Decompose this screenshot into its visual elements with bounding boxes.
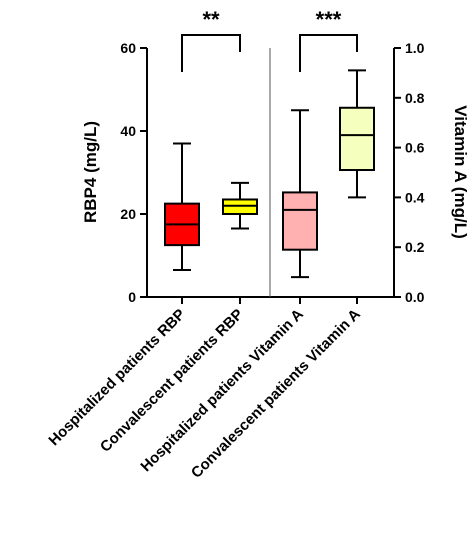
x-axis	[147, 296, 394, 304]
significance-label: **	[202, 7, 220, 32]
left-tick-label: 0	[128, 289, 136, 305]
right-tick-label: 0.4	[405, 189, 425, 205]
right-tick-label: 0.8	[405, 90, 425, 106]
significance-label: ***	[316, 7, 342, 32]
significance-brackets: ** ***	[181, 7, 358, 72]
right-tick-label: 0.0	[405, 289, 425, 305]
significance-bracket: ***	[299, 7, 358, 72]
iqr-box	[339, 106, 375, 172]
left-tick-label: 20	[120, 206, 136, 222]
right-tick-label: 1.0	[405, 40, 425, 56]
box-4	[339, 69, 375, 199]
right-y-axis: 0.0 0.2 0.4 0.6 0.8 1.0	[393, 40, 425, 305]
iqr-box	[222, 198, 258, 216]
right-tick-label: 0.6	[405, 140, 425, 156]
bracket-line	[181, 34, 241, 72]
left-y-axis: 0 20 40 60	[120, 40, 148, 305]
right-axis-title: Vitamin A (mg/L)	[451, 105, 470, 239]
bracket-line	[299, 34, 358, 72]
box-2	[222, 181, 258, 230]
box-1	[164, 142, 200, 272]
left-axis-title: RBP4 (mg/L)	[81, 121, 100, 223]
iqr-box	[282, 191, 318, 251]
left-tick-label: 60	[120, 40, 136, 56]
right-tick-label: 0.2	[405, 239, 425, 255]
box-3	[282, 109, 318, 279]
boxes	[164, 69, 375, 279]
significance-bracket: **	[181, 7, 241, 72]
left-tick-label: 40	[120, 123, 136, 139]
